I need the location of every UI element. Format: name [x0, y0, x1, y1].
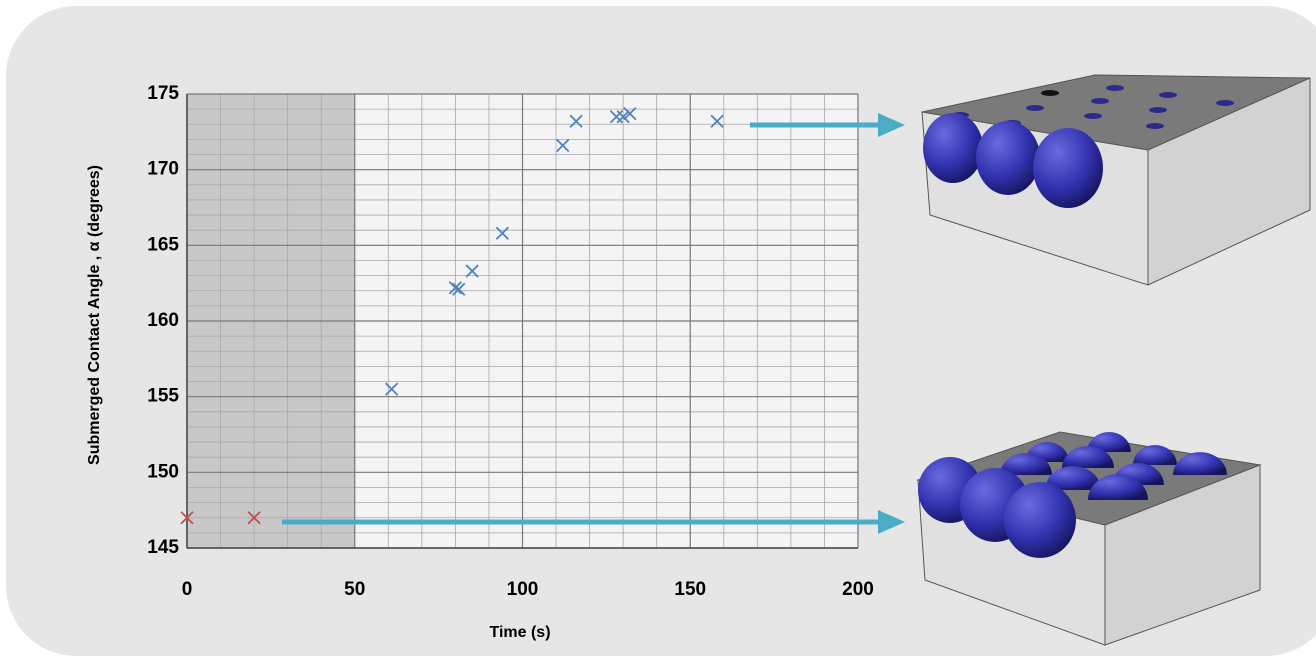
x-tick-label: 100 — [507, 579, 539, 600]
y-axis-label: Submerged Contact Angle , α (degrees) — [86, 165, 103, 465]
y-tick-label: 165 — [147, 234, 179, 255]
y-tick-label: 155 — [147, 386, 179, 407]
x-axis-label: Time (s) — [489, 624, 550, 641]
y-tick-label: 160 — [147, 310, 179, 331]
x-tick-label: 0 — [182, 579, 193, 600]
y-tick-label: 145 — [147, 537, 179, 558]
x-tick-label: 150 — [674, 579, 706, 600]
page: {"chart_data": {"type": "scatter", "xlab… — [0, 0, 1316, 659]
y-tick-label: 150 — [147, 461, 179, 482]
y-tick-label: 170 — [147, 159, 179, 180]
x-tick-label: 50 — [344, 579, 365, 600]
chart: 0 50 100 150 200 145 150 155 160 165 170 175 Time (… — [0, 0, 1316, 659]
y-tick-label: 175 — [147, 83, 179, 104]
x-tick-label: 200 — [842, 579, 874, 600]
